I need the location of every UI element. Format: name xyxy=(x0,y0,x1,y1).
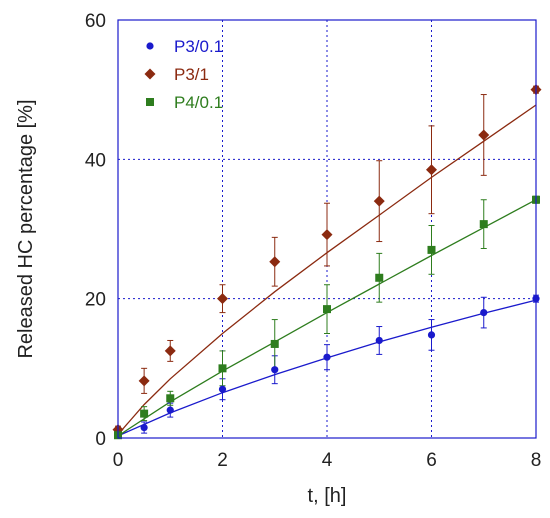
data-point-p3-0-1 xyxy=(140,423,148,432)
legend-label-p4-0-1: P4/0.1 xyxy=(174,93,223,112)
y-axis-label: Released HC percentage [%] xyxy=(15,99,37,358)
data-point-p3-0-1 xyxy=(271,366,279,374)
legend-marker-p3-1 xyxy=(144,68,156,80)
data-point-p4-0-1 xyxy=(323,305,331,314)
error-bars xyxy=(115,85,539,438)
data-point-p3-1 xyxy=(217,293,228,305)
data-point-p4-0-1 xyxy=(479,220,488,229)
data-point-p3-0-1 xyxy=(166,406,174,414)
x-axis-label: t, [h] xyxy=(308,485,347,507)
data-points xyxy=(112,84,542,440)
legend: P3/0.1 P3/1 P4/0.1 xyxy=(144,37,223,112)
plot-frame xyxy=(117,19,537,439)
legend-label-p3-1: P3/1 xyxy=(174,65,209,84)
axis-ticks: 0 2 4 6 8 0 20 40 60 xyxy=(85,11,541,471)
data-point-p3-1 xyxy=(373,195,385,207)
data-point-p4-0-1 xyxy=(427,245,436,254)
data-point-p3-0-1 xyxy=(480,309,488,317)
legend-marker-p4-0-1 xyxy=(146,98,154,106)
y-tick-label: 40 xyxy=(85,150,106,171)
data-point-p3-0-1 xyxy=(323,353,331,361)
data-point-p3-0-1 xyxy=(375,336,383,345)
x-tick-label: 8 xyxy=(531,450,542,471)
data-point-p3-1 xyxy=(426,164,437,176)
x-tick-label: 6 xyxy=(426,450,437,471)
y-tick-label: 0 xyxy=(95,429,106,450)
x-tick-label: 0 xyxy=(113,450,124,471)
data-point-p4-0-1 xyxy=(140,409,149,418)
y-tick-label: 60 xyxy=(85,11,106,32)
data-point-p3-1 xyxy=(478,129,490,141)
x-tick-label: 4 xyxy=(322,450,333,471)
data-point-p3-0-1 xyxy=(427,331,436,339)
fit-curve-p3-1 xyxy=(117,104,537,435)
data-point-p4-0-1 xyxy=(375,273,384,282)
data-point-p4-0-1 xyxy=(166,394,175,403)
data-point-p4-0-1 xyxy=(218,364,227,373)
x-tick-label: 2 xyxy=(217,450,228,471)
data-point-p4-0-1 xyxy=(270,339,279,348)
data-point-p3-1 xyxy=(138,375,150,387)
y-tick-label: 20 xyxy=(85,290,106,311)
legend-marker-p3-0-1 xyxy=(146,42,154,50)
data-point-p3-1 xyxy=(321,229,333,241)
data-point-p3-1 xyxy=(269,256,281,268)
legend-label-p3-0-1: P3/0.1 xyxy=(174,37,223,56)
data-point-p3-0-1 xyxy=(218,385,227,393)
data-point-p3-1 xyxy=(164,345,176,357)
